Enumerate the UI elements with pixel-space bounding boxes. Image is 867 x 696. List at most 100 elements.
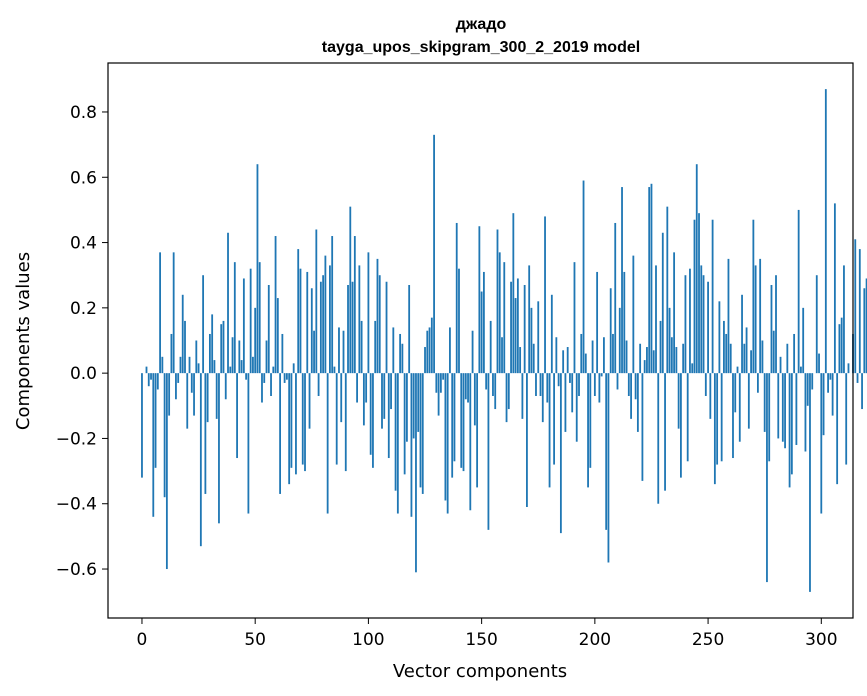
bar bbox=[815, 275, 818, 374]
bar bbox=[788, 373, 791, 488]
bar bbox=[530, 307, 533, 374]
bar bbox=[331, 236, 334, 374]
bar bbox=[528, 265, 531, 374]
bar bbox=[643, 360, 646, 374]
bar bbox=[270, 373, 272, 396]
bar bbox=[297, 249, 300, 374]
y-tick-label: −0.6 bbox=[56, 560, 97, 580]
bar bbox=[797, 209, 800, 374]
bar bbox=[856, 373, 859, 383]
bar bbox=[399, 333, 402, 374]
bar bbox=[575, 373, 578, 442]
bar bbox=[503, 262, 506, 374]
bar bbox=[650, 183, 653, 374]
bar bbox=[469, 373, 472, 511]
bar bbox=[281, 333, 284, 374]
bar bbox=[627, 373, 630, 396]
bar bbox=[313, 330, 315, 374]
y-tick-label: 0.4 bbox=[70, 234, 97, 254]
bar bbox=[175, 373, 177, 400]
bar bbox=[464, 373, 467, 400]
bar bbox=[820, 373, 823, 514]
bar bbox=[793, 333, 796, 374]
bar bbox=[340, 373, 343, 423]
bar bbox=[537, 301, 540, 374]
bar bbox=[319, 281, 322, 374]
bar bbox=[562, 350, 565, 374]
bar bbox=[535, 373, 537, 396]
bar bbox=[317, 373, 320, 396]
bar bbox=[460, 373, 463, 468]
bar bbox=[480, 291, 483, 374]
bar bbox=[326, 373, 329, 514]
bar bbox=[693, 219, 696, 374]
bar bbox=[267, 285, 270, 374]
bar bbox=[204, 373, 207, 494]
bar bbox=[863, 288, 866, 374]
bar bbox=[847, 363, 850, 374]
bar bbox=[652, 350, 655, 374]
bar bbox=[557, 373, 560, 387]
bar bbox=[664, 373, 666, 491]
bar bbox=[612, 333, 614, 374]
bar bbox=[523, 285, 526, 374]
bar bbox=[861, 373, 863, 410]
bar bbox=[607, 373, 610, 563]
bar bbox=[283, 373, 286, 383]
bar bbox=[163, 373, 166, 498]
bar bbox=[437, 373, 440, 416]
bar bbox=[729, 343, 732, 374]
bar bbox=[809, 373, 811, 592]
bar bbox=[584, 353, 587, 374]
bar bbox=[306, 271, 309, 374]
bar bbox=[772, 330, 775, 374]
bar bbox=[802, 307, 805, 374]
bar bbox=[369, 373, 372, 455]
bar bbox=[747, 373, 750, 429]
bar bbox=[245, 373, 248, 380]
bar bbox=[252, 356, 254, 374]
bar bbox=[550, 294, 553, 374]
bar bbox=[446, 373, 449, 514]
bar bbox=[564, 373, 567, 432]
bar bbox=[623, 271, 626, 374]
bar bbox=[777, 373, 780, 439]
x-tick-label: 100 bbox=[352, 630, 384, 650]
bar bbox=[691, 363, 694, 374]
bar bbox=[435, 373, 438, 393]
bar bbox=[433, 134, 435, 374]
bar bbox=[745, 327, 748, 374]
bar bbox=[421, 373, 424, 494]
bar bbox=[707, 281, 709, 374]
bar bbox=[591, 340, 594, 374]
bar bbox=[621, 187, 623, 374]
bar bbox=[571, 373, 574, 413]
bar bbox=[854, 239, 857, 374]
bar bbox=[700, 265, 703, 374]
bar bbox=[147, 373, 150, 387]
bar bbox=[179, 356, 182, 374]
bar bbox=[641, 373, 644, 481]
bar bbox=[372, 373, 374, 468]
bar bbox=[492, 373, 494, 396]
bar bbox=[526, 373, 528, 507]
bar bbox=[657, 373, 660, 504]
y-tick-label: 0.8 bbox=[70, 103, 97, 123]
bar bbox=[824, 89, 827, 374]
bar bbox=[238, 340, 241, 374]
bar bbox=[723, 320, 725, 374]
bar bbox=[489, 320, 492, 374]
bar bbox=[811, 373, 814, 390]
bar bbox=[365, 373, 368, 403]
chart-title-line1: джадо bbox=[456, 16, 507, 33]
bar bbox=[442, 373, 445, 380]
bar bbox=[254, 307, 257, 374]
bar bbox=[666, 206, 669, 374]
bar bbox=[249, 268, 252, 374]
bar bbox=[356, 373, 358, 403]
bar bbox=[781, 373, 784, 442]
bar bbox=[285, 373, 288, 380]
bar bbox=[186, 373, 189, 429]
bar bbox=[655, 265, 657, 374]
bar bbox=[233, 262, 236, 374]
